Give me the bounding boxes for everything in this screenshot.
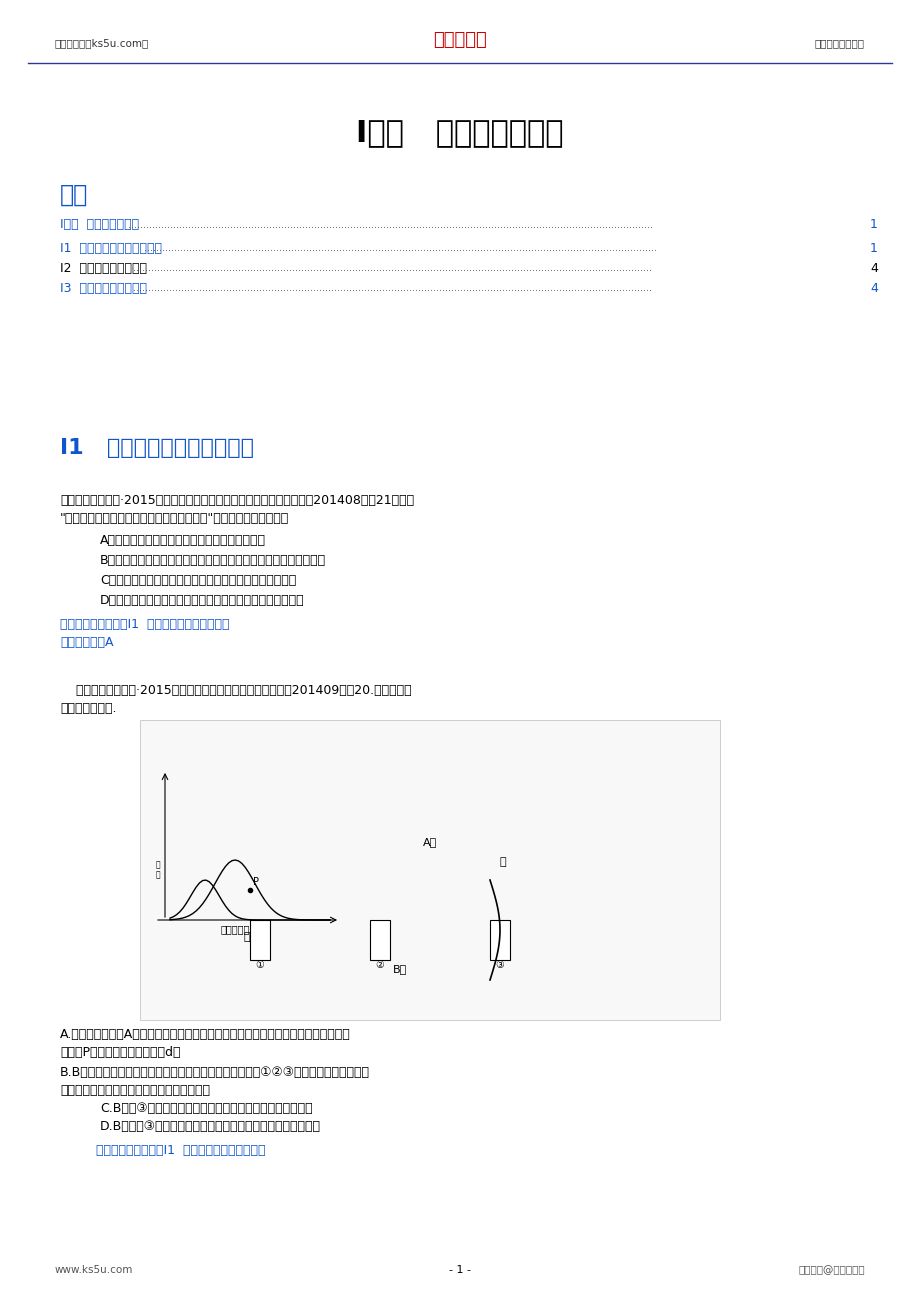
Text: P: P bbox=[253, 878, 259, 887]
Text: ................................................................................: ........................................… bbox=[133, 263, 652, 273]
Text: ③: ③ bbox=[495, 960, 504, 970]
Text: 甲: 甲 bbox=[244, 932, 250, 943]
Text: C.B图中③说明单侧光使胚芽鞘尖端产生的生长素分布不均匀: C.B图中③说明单侧光使胚芽鞘尖端产生的生长素分布不均匀 bbox=[100, 1101, 312, 1115]
Bar bbox=[490, 921, 509, 960]
Text: ②: ② bbox=[375, 960, 384, 970]
Text: A.将一植物横放成A图乙，测量其根和茎生长素浓度与其生长状况的关系如图甲，则甲: A.将一植物横放成A图乙，测量其根和茎生长素浓度与其生长状况的关系如图甲，则甲 bbox=[60, 1029, 350, 1042]
Text: 图中的P点最可能对应乙图中的d点: 图中的P点最可能对应乙图中的d点 bbox=[60, 1047, 180, 1060]
Text: www.ks5u.com: www.ks5u.com bbox=[55, 1266, 133, 1275]
Text: D.B图中的③如果不向右弯曲则说明感受光刺激的部位不在尖端: D.B图中的③如果不向右弯曲则说明感受光刺激的部位不在尖端 bbox=[100, 1120, 321, 1133]
Text: I1  生长素的发现及生理作用: I1 生长素的发现及生理作用 bbox=[60, 241, 162, 254]
Text: D．用于扦插的枝条应带有一定数量的幼芽以利于更好的生根: D．用于扦插的枝条应带有一定数量的幼芽以利于更好的生根 bbox=[100, 594, 304, 607]
Text: 高考资源网（ks5u.com）: 高考资源网（ks5u.com） bbox=[55, 38, 149, 48]
Text: I单元   植物的激素调节: I单元 植物的激素调节 bbox=[356, 118, 563, 147]
Text: ................................................................................: ........................................… bbox=[144, 243, 657, 253]
Text: - 1 -: - 1 - bbox=[448, 1266, 471, 1275]
Bar bbox=[250, 921, 269, 960]
Text: 【生物卷（解析）·2015届湖南省师大附中高三第一次月考（201409）】20.下列有关说: 【生物卷（解析）·2015届湖南省师大附中高三第一次月考（201409）】20.… bbox=[60, 684, 411, 697]
Text: A．在预实验中不需要设置用蒸馏水处理的对照组: A．在预实验中不需要设置用蒸馏水处理的对照组 bbox=[100, 534, 266, 547]
Text: 【生物卷（解析）·2015届安徽省六校教育研究会高三第一次联考试卷（201408）】21．有关: 【生物卷（解析）·2015届安徽省六校教育研究会高三第一次联考试卷（201408… bbox=[60, 493, 414, 506]
Bar bbox=[369, 921, 390, 960]
Text: 情况依次是：向左弯曲、直立生长、向右弯曲: 情况依次是：向左弯曲、直立生长、向右弯曲 bbox=[60, 1083, 210, 1096]
Text: 法正确的是（）.: 法正确的是（）. bbox=[60, 702, 117, 715]
Text: ................................................................................: ........................................… bbox=[133, 283, 652, 293]
Text: ................................................................................: ........................................… bbox=[128, 220, 652, 230]
Text: I1   生长素的发现及生理作用: I1 生长素的发现及生理作用 bbox=[60, 437, 254, 458]
Text: "探索生长素类似物促进插条生根的最适浓度"实验的叙述，错误的是: "探索生长素类似物促进插条生根的最适浓度"实验的叙述，错误的是 bbox=[60, 512, 289, 525]
Text: C．处理时应该用生长素类似物溶液浸泡或沾蘸插条的基部: C．处理时应该用生长素类似物溶液浸泡或沾蘸插条的基部 bbox=[100, 573, 296, 586]
Text: 乙: 乙 bbox=[499, 857, 506, 867]
Text: 【答案】【知识点】I1  生长素的发现及生理作用: 【答案】【知识点】I1 生长素的发现及生理作用 bbox=[60, 617, 229, 630]
Text: 4: 4 bbox=[869, 262, 877, 275]
Text: B图: B图 bbox=[392, 963, 407, 974]
Text: I单元  植物的激素调节: I单元 植物的激素调节 bbox=[60, 219, 139, 232]
Text: 1: 1 bbox=[869, 241, 877, 254]
Text: B.B图左侧为对燕麦胚芽鞘所做的处理。一段时间后，右侧①②③在图示位置时，其生长: B.B图左侧为对燕麦胚芽鞘所做的处理。一段时间后，右侧①②③在图示位置时，其生长 bbox=[60, 1066, 369, 1079]
Text: 4: 4 bbox=[869, 281, 877, 294]
Text: 促
进: 促 进 bbox=[155, 861, 160, 880]
Text: 版权所有@高考资源网: 版权所有@高考资源网 bbox=[798, 1266, 864, 1275]
Text: 1: 1 bbox=[869, 219, 877, 232]
Text: 生长素浓度: 生长素浓度 bbox=[220, 924, 249, 934]
Text: I2  其他植物激素及应用: I2 其他植物激素及应用 bbox=[60, 262, 147, 275]
Text: B．在正式实验中，不同浓度生长素类似物处理组之间形成相互对照: B．在正式实验中，不同浓度生长素类似物处理组之间形成相互对照 bbox=[100, 553, 325, 566]
Text: 高考资源网: 高考资源网 bbox=[433, 31, 486, 49]
Text: 【答案】【知识点】I1  生长素的发现及生理作用: 【答案】【知识点】I1 生长素的发现及生理作用 bbox=[80, 1143, 266, 1156]
Text: ①: ① bbox=[255, 960, 264, 970]
Text: 【答案解析】A: 【答案解析】A bbox=[60, 635, 113, 648]
Text: 目录: 目录 bbox=[60, 184, 88, 207]
Text: I3  植物的激素调节综合: I3 植物的激素调节综合 bbox=[60, 281, 147, 294]
Text: A图: A图 bbox=[423, 837, 437, 848]
Text: 您身边的高考专家: 您身边的高考专家 bbox=[814, 38, 864, 48]
Bar bbox=[140, 720, 720, 1019]
